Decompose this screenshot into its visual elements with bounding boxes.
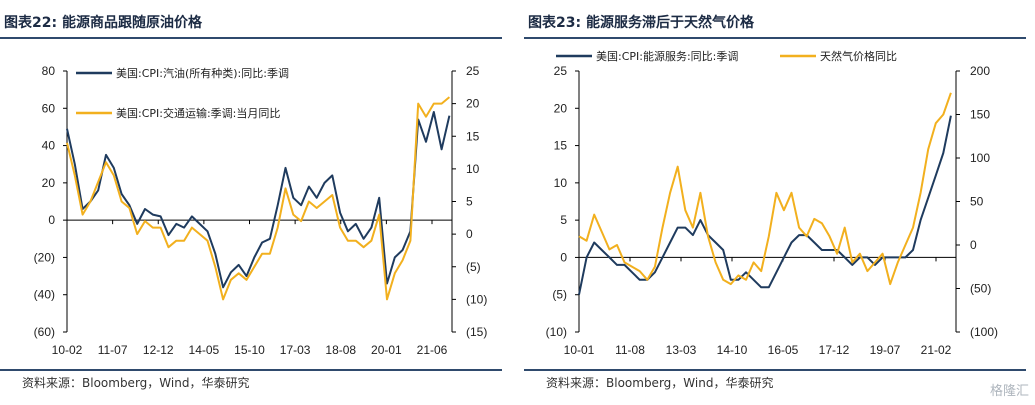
x-tick-label: 14-05 <box>189 343 220 357</box>
y-right-tick-label: 50 <box>970 195 984 209</box>
y-left-tick-label: 25 <box>554 64 568 78</box>
source-rule <box>0 369 502 371</box>
y-right-tick-label: (15) <box>466 325 487 339</box>
x-tick-label: 21-06 <box>417 343 448 357</box>
x-tick-label: 14-10 <box>717 343 748 357</box>
y-left-tick-label: 40 <box>42 139 56 153</box>
y-right-tick-label: 200 <box>970 64 990 78</box>
x-tick-label: 10-02 <box>52 343 83 357</box>
y-left-tick-label: (5) <box>552 288 567 302</box>
y-left-tick-label: (10) <box>546 325 567 339</box>
y-right-tick-label: 10 <box>466 162 480 176</box>
y-right-tick-label: 150 <box>970 108 990 122</box>
x-tick-label: 16-05 <box>768 343 799 357</box>
y-right-tick-label: (10) <box>466 292 487 306</box>
y-right-tick-label: (50) <box>970 282 991 296</box>
y-left-tick-label: 20 <box>554 101 568 115</box>
legend-label-2: 天然气价格同比 <box>820 49 897 63</box>
x-tick-label: 17-12 <box>819 343 850 357</box>
x-tick-label: 15-10 <box>234 343 265 357</box>
y-left-tick-label: (60) <box>34 325 55 339</box>
x-tick-label: 11-07 <box>98 343 128 357</box>
watermark-logo: 格隆汇 <box>989 384 1029 399</box>
legend-label-2: 美国:CPI:交通运输:季调:当月同比 <box>116 106 280 120</box>
y-right-tick-label: 0 <box>466 227 473 241</box>
y-left-tick-label: 5 <box>560 213 567 227</box>
y-right-tick-label: 25 <box>466 64 480 78</box>
source-note: 资料来源：Bloomberg，Wind，华泰研究 <box>546 376 774 390</box>
y-left-tick-label: 10 <box>554 176 568 190</box>
x-tick-label: 20-01 <box>371 343 402 357</box>
series-line-1 <box>578 115 952 295</box>
x-tick-label: 17-03 <box>280 343 311 357</box>
source-rule <box>524 369 1026 371</box>
x-tick-label: 12-12 <box>143 343 174 357</box>
y-right-tick-label: 20 <box>466 97 480 111</box>
series-line-2 <box>578 92 952 286</box>
chart-panel-23: 图表23: 能源服务滞后于天然气价格 25 20 15 10 5 0 (5) (10) 200 1… <box>524 0 1026 405</box>
y-right-tick-label: (100) <box>970 325 998 339</box>
chart-svg: 80 60 40 20 0 (20) (40) (60) 25 20 15 10 5 0 (5) (10) (1… <box>34 64 488 357</box>
y-right-tick-label: 100 <box>970 151 990 165</box>
x-tick-label: 11-08 <box>615 343 645 357</box>
y-right-tick-label: (5) <box>466 260 481 274</box>
x-tick-label: 19-07 <box>870 343 901 357</box>
y-left-tick-label: 20 <box>42 176 56 190</box>
chart-svg: 2520151050(5)(10)200150100500(50)(100)10… <box>546 49 998 357</box>
y-left-tick-label: (20) <box>34 250 55 264</box>
chart-title: 图表22: 能源商品跟随原油价格 <box>4 15 202 31</box>
y-left-tick-label: 60 <box>42 101 56 115</box>
title-rule <box>524 37 1026 39</box>
y-right-tick-label: 0 <box>970 238 977 252</box>
chart-panel-22: 图表22: 能源商品跟随原油价格 80 60 40 20 0 (20) (40) (60) 25… <box>0 0 502 405</box>
y-left-tick-label: (40) <box>34 288 55 302</box>
y-left-tick-label: 0 <box>48 213 55 227</box>
title-rule <box>0 37 502 39</box>
chart-title: 图表23: 能源服务滞后于天然气价格 <box>528 15 754 31</box>
y-right-tick-label: 5 <box>466 195 473 209</box>
x-tick-label: 13-03 <box>666 343 697 357</box>
y-right-tick-label: 15 <box>466 129 480 143</box>
series-line-2 <box>66 96 451 301</box>
x-tick-label: 21-02 <box>921 343 952 357</box>
y-left-tick-label: 80 <box>42 64 56 78</box>
legend-label-1: 美国:CPI:汽油(所有种类):同比:季调 <box>116 66 289 80</box>
series-line-1 <box>66 111 451 289</box>
y-left-tick-label: 0 <box>560 250 567 264</box>
x-tick-label: 18-08 <box>325 343 356 357</box>
y-left-tick-label: 15 <box>554 139 568 153</box>
x-tick-label: 10-01 <box>564 343 595 357</box>
source-note: 资料来源：Bloomberg，Wind，华泰研究 <box>22 376 250 390</box>
legend-label-1: 美国:CPI:能源服务:同比:季调 <box>596 49 738 63</box>
